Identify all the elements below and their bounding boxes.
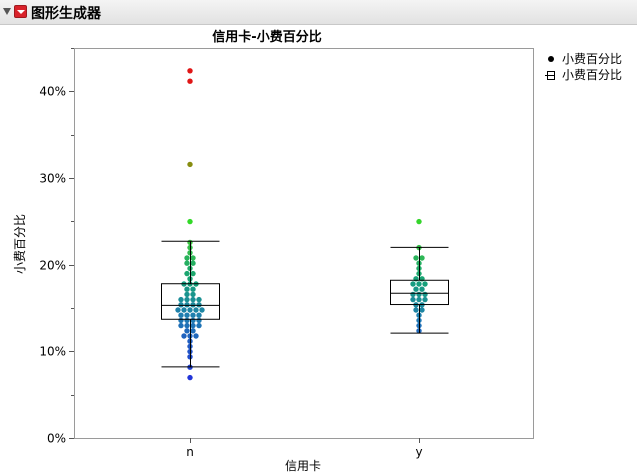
data-point	[416, 218, 422, 225]
y-tick-label: 40%	[39, 85, 66, 99]
x-axis-label: 信用卡	[285, 459, 321, 473]
data-point	[181, 333, 187, 339]
data-point	[184, 260, 190, 266]
data-point	[178, 302, 184, 308]
data-point	[419, 286, 425, 292]
data-point	[410, 281, 416, 287]
data-point	[178, 322, 184, 329]
data-point	[187, 307, 193, 313]
data-point	[190, 255, 196, 261]
data-point	[178, 312, 184, 318]
data-point	[187, 68, 193, 74]
legend-boxplot-icon	[545, 71, 555, 80]
data-point	[190, 328, 196, 334]
plot-frame	[74, 48, 534, 439]
y-tick-label: 10%	[39, 345, 66, 359]
data-point	[184, 302, 190, 308]
data-point	[190, 322, 196, 329]
data-point	[196, 296, 202, 303]
data-point	[190, 286, 196, 292]
data-point	[422, 291, 428, 298]
data-point	[187, 374, 193, 381]
legend-item-box[interactable]: 小费百分比	[545, 67, 622, 83]
data-point	[190, 317, 196, 324]
data-point	[178, 296, 184, 303]
legend: 小费百分比 小费百分比	[545, 51, 622, 83]
data-point	[422, 281, 428, 287]
data-point	[175, 307, 181, 313]
data-point	[199, 307, 205, 313]
data-point	[190, 302, 196, 308]
red-menu-icon[interactable]	[14, 5, 27, 18]
data-point	[419, 307, 425, 313]
legend-item-points[interactable]: 小费百分比	[545, 51, 622, 67]
panel-header: 图形生成器	[0, 0, 637, 25]
data-point	[416, 296, 422, 303]
data-point	[196, 317, 202, 324]
data-point	[416, 281, 422, 287]
y-axis-label: 小费百分比	[13, 214, 27, 274]
data-point	[184, 296, 190, 303]
data-point	[422, 296, 428, 303]
data-point	[416, 291, 422, 298]
y-tick-label: 30%	[39, 172, 66, 186]
data-point	[184, 328, 190, 334]
data-point	[178, 317, 184, 324]
data-point	[196, 312, 202, 318]
data-point	[193, 333, 199, 339]
data-point	[184, 291, 190, 298]
data-point	[410, 296, 416, 303]
data-point	[410, 291, 416, 298]
disclosure-triangle-icon[interactable]	[3, 8, 11, 15]
data-point	[181, 307, 187, 313]
y-tick-label: 0%	[47, 432, 66, 446]
panel-title: 图形生成器	[31, 6, 101, 22]
data-point	[190, 291, 196, 298]
box-iqr	[390, 279, 449, 306]
data-point	[184, 312, 190, 318]
x-tick-label: y	[415, 445, 422, 459]
data-point	[419, 255, 425, 261]
legend-label-box: 小费百分比	[562, 68, 623, 82]
data-point	[187, 161, 193, 168]
x-tick-label: n	[186, 445, 194, 459]
data-point	[413, 255, 419, 261]
data-point	[413, 286, 419, 292]
legend-label-points: 小费百分比	[562, 52, 623, 66]
data-point	[196, 302, 202, 308]
chart-title: 信用卡-小费百分比	[212, 29, 321, 45]
data-point	[184, 286, 190, 292]
data-point	[190, 296, 196, 303]
data-point	[193, 307, 199, 313]
box-iqr	[161, 283, 220, 320]
data-point	[187, 78, 193, 84]
y-tick-label: 20%	[39, 259, 66, 273]
data-point	[190, 312, 196, 318]
data-point	[190, 270, 196, 277]
data-point	[413, 307, 419, 313]
data-point	[187, 218, 193, 225]
data-point	[184, 317, 190, 324]
data-point	[190, 260, 196, 266]
data-point	[184, 270, 190, 277]
data-point	[196, 322, 202, 329]
data-point	[184, 322, 190, 329]
data-point	[184, 255, 190, 261]
legend-dot-icon	[548, 56, 554, 62]
chart-area: 0% 10% 20% 30% 40% n y 信用卡-小费百分比 信用卡 小费百分比	[13, 29, 534, 473]
